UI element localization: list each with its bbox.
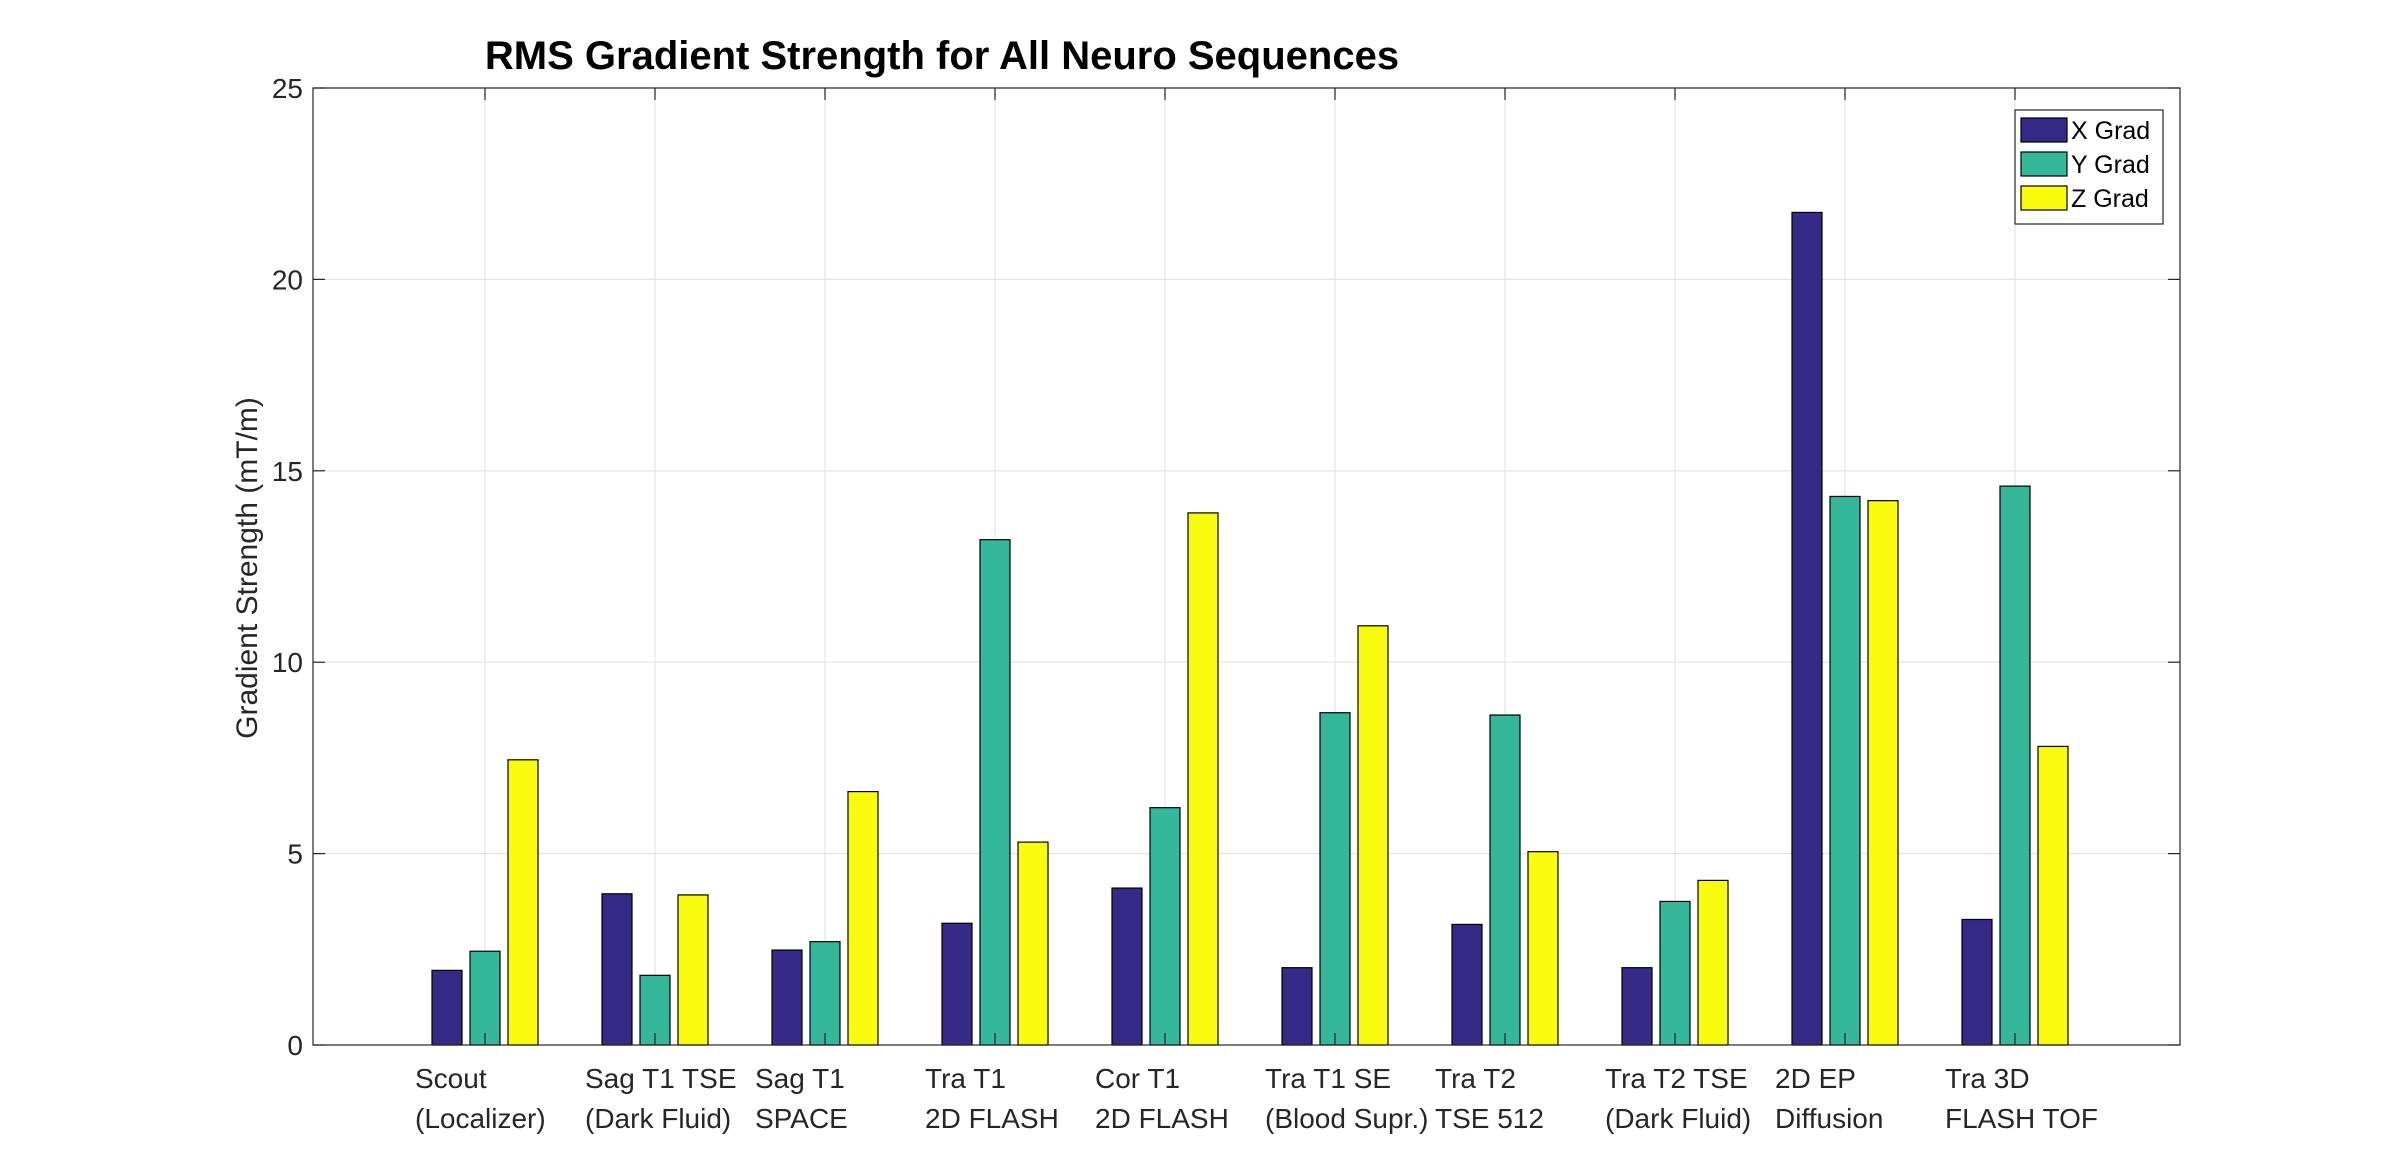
bars-layer — [431, 211, 2069, 1046]
x-tick-label-line: FLASH TOF — [1945, 1103, 2098, 1134]
x-tick-label-line: (Dark Fluid) — [1605, 1103, 1751, 1134]
bar-x-grad — [1791, 211, 1823, 1046]
bar-y-grad — [469, 950, 501, 1046]
bar-x-grad — [601, 893, 633, 1046]
x-tick-label-line: Tra T1 SE — [1265, 1063, 1391, 1094]
x-tick-label-line: Sag T1 — [755, 1063, 845, 1094]
x-tick-label-line: Diffusion — [1775, 1103, 1883, 1134]
y-tick-label: 15 — [272, 456, 303, 487]
x-tick-label-line: Tra 3D — [1945, 1063, 2030, 1094]
bar-z-grad — [847, 790, 879, 1046]
x-tick-label-line: Cor T1 — [1095, 1063, 1180, 1094]
x-tick-label-line: Tra T2 TSE — [1605, 1063, 1748, 1094]
x-tick-label: 2D EP Diffusion — [1775, 1063, 1883, 1134]
bar-x-grad — [771, 949, 803, 1046]
bar-z-grad — [1697, 879, 1729, 1046]
bar-y-grad — [1319, 712, 1351, 1046]
x-tick-label: Tra T2 TSE 512 — [1435, 1063, 1544, 1134]
y-tick-label: 5 — [287, 839, 303, 870]
legend-swatch — [2020, 117, 2068, 143]
x-tick-label: Tra 3D FLASH TOF — [1945, 1063, 2098, 1134]
ticks-layer — [313, 87, 2180, 1046]
axes-box — [312, 87, 2181, 1046]
legend-swatch — [2020, 185, 2068, 211]
x-tick-label: Cor T1 2D FLASH — [1095, 1063, 1229, 1134]
x-tick-label: Scout (Localizer) — [415, 1063, 546, 1134]
x-tick-label-line: Tra T1 — [925, 1063, 1006, 1094]
x-tick-label: Sag T1 TSE (Dark Fluid) — [585, 1063, 737, 1134]
labels-layer: 0 5 10 15 20 25 Scout (Localizer) Sag T1 TSE (Dar… — [272, 73, 2098, 1134]
legend-swatch — [2020, 151, 2068, 177]
legend-label: Y Grad — [2071, 151, 2150, 179]
bar-z-grad — [2037, 745, 2069, 1046]
x-tick-label-line: (Dark Fluid) — [585, 1103, 731, 1134]
bar-x-grad — [1451, 923, 1483, 1046]
legend-label: Z Grad — [2071, 185, 2149, 213]
bar-y-grad — [979, 539, 1011, 1046]
bar-x-grad — [431, 969, 463, 1046]
bar-y-grad — [1829, 495, 1861, 1046]
x-tick-label: Tra T2 TSE (Dark Fluid) — [1605, 1063, 1751, 1134]
x-tick-label: Tra T1 2D FLASH — [925, 1063, 1059, 1134]
x-tick-label: Tra T1 SE (Blood Supr.) — [1265, 1063, 1428, 1134]
y-tick-label: 20 — [272, 264, 303, 295]
bar-y-grad — [1149, 807, 1181, 1046]
legend-label: X Grad — [2071, 117, 2150, 145]
x-tick-label-line: (Localizer) — [415, 1103, 546, 1134]
chart-title: RMS Gradient Strength for All Neuro Sequ… — [485, 34, 1399, 78]
x-tick-label-line: 2D FLASH — [925, 1103, 1059, 1134]
bar-z-grad — [1017, 841, 1049, 1046]
x-tick-label-line: Tra T2 — [1435, 1063, 1516, 1094]
y-tick-label: 25 — [272, 73, 303, 104]
bar-x-grad — [941, 922, 973, 1046]
bar-x-grad — [1961, 918, 1993, 1046]
x-tick-label-line: SPACE — [755, 1103, 848, 1134]
bar-y-grad — [1999, 485, 2031, 1046]
bar-z-grad — [1357, 625, 1389, 1046]
y-tick-label: 10 — [272, 647, 303, 678]
bar-x-grad — [1621, 967, 1653, 1046]
x-tick-label-line: Scout — [415, 1063, 487, 1094]
y-tick-label: 0 — [287, 1030, 303, 1061]
bar-z-grad — [507, 759, 539, 1046]
bar-x-grad — [1281, 967, 1313, 1046]
bar-y-grad — [1489, 714, 1521, 1046]
x-tick-label-line: (Blood Supr.) — [1265, 1103, 1428, 1134]
bar-z-grad — [1527, 851, 1559, 1046]
x-tick-label-line: TSE 512 — [1435, 1103, 1544, 1134]
bar-z-grad — [1867, 500, 1899, 1046]
bar-y-grad — [809, 941, 841, 1046]
x-tick-label-line: 2D FLASH — [1095, 1103, 1229, 1134]
x-tick-label: Sag T1 SPACE — [755, 1063, 848, 1134]
bar-z-grad — [677, 894, 709, 1046]
bar-z-grad — [1187, 512, 1219, 1046]
x-tick-label-line: Sag T1 TSE — [585, 1063, 737, 1094]
x-tick-label-line: 2D EP — [1775, 1063, 1856, 1094]
bar-x-grad — [1111, 887, 1143, 1046]
bar-y-grad — [1659, 900, 1691, 1046]
legend: X Grad Y Grad Z Grad — [2014, 109, 2164, 225]
y-axis-label: Gradient Strength (mT/m) — [231, 397, 264, 739]
